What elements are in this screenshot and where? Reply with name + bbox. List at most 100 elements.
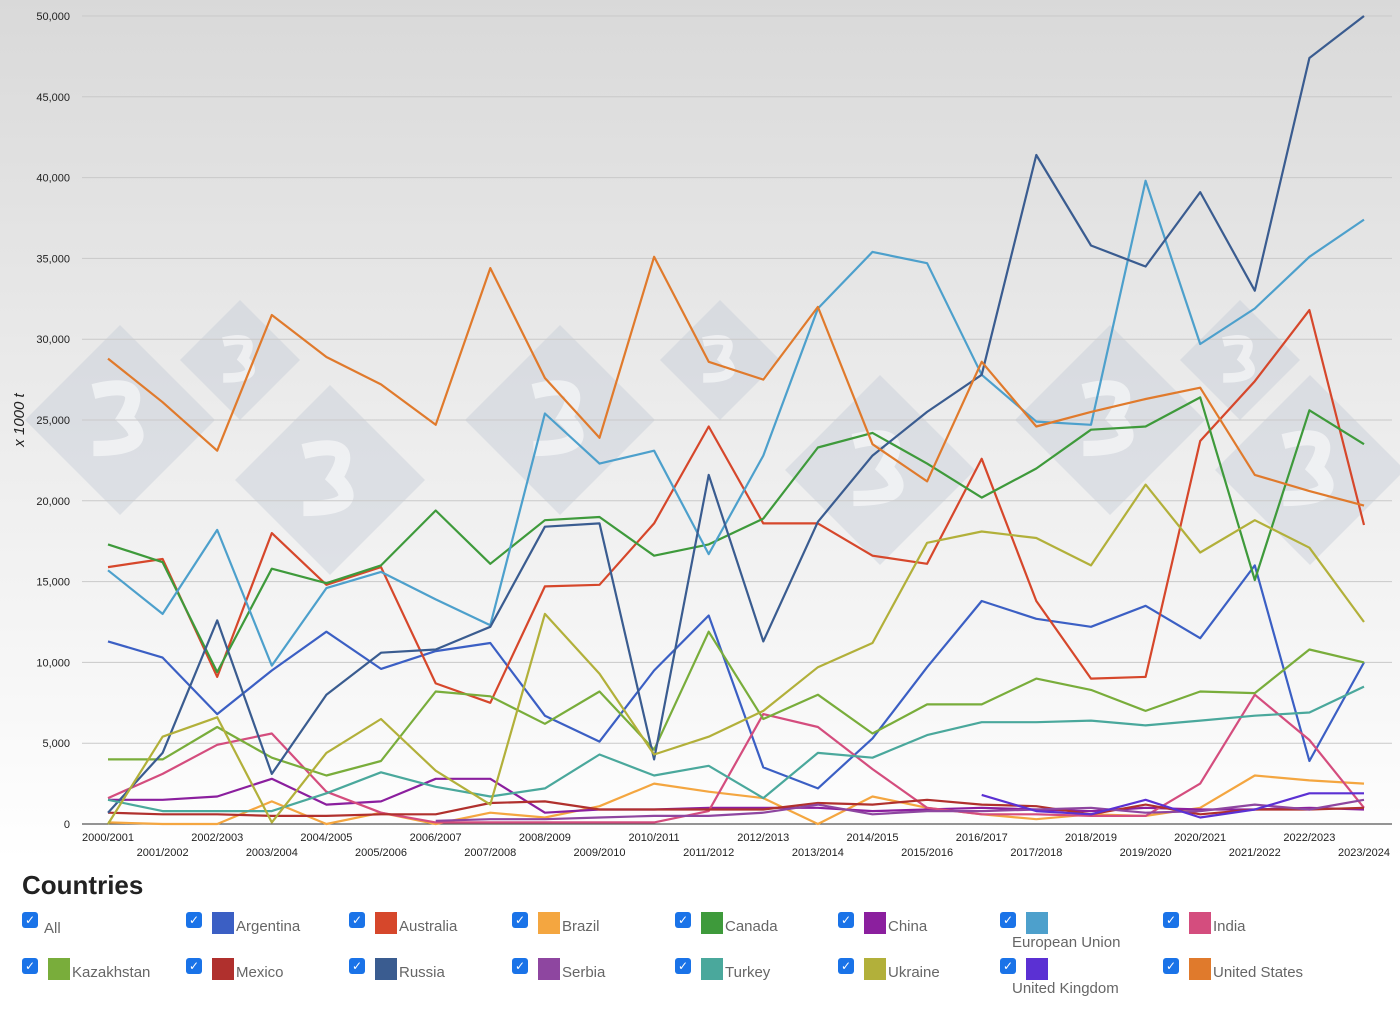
watermark-logo <box>25 300 1400 575</box>
y-tick-label: 25,000 <box>36 415 70 427</box>
checkbox-checked-icon[interactable]: ✓ <box>349 958 365 974</box>
y-tick-label: 50,000 <box>36 11 70 23</box>
watermark-glyph <box>222 334 255 383</box>
legend-swatch <box>538 958 560 980</box>
legend-item-united-kingdom[interactable]: ✓ United Kingdom <box>1000 958 1119 997</box>
legend-item-all[interactable]: ✓ All <box>22 912 61 940</box>
y-tick-label: 15,000 <box>36 577 70 589</box>
x-tick-label: 2019/2020 <box>1120 847 1172 859</box>
checkbox-checked-icon[interactable]: ✓ <box>675 958 691 974</box>
checkbox-checked-icon[interactable]: ✓ <box>1163 958 1179 974</box>
x-tick-label: 2007/2008 <box>464 847 516 859</box>
legend-item-turkey[interactable]: ✓ Turkey <box>675 958 770 984</box>
series-line-united-states <box>107 255 1365 507</box>
checkbox-checked-icon[interactable]: ✓ <box>1000 958 1016 974</box>
y-tick-label: 5,000 <box>42 738 70 750</box>
x-tick-label: 2001/2002 <box>137 847 189 859</box>
x-tick-label: 2020/2021 <box>1174 832 1226 844</box>
checkbox-checked-icon[interactable]: ✓ <box>22 912 38 928</box>
series-line-european-union <box>107 179 1365 667</box>
legend-item-kazakhstan[interactable]: ✓ Kazakhstan <box>22 958 150 984</box>
checkbox-checked-icon[interactable]: ✓ <box>838 912 854 928</box>
legend-label: Mexico <box>236 964 284 981</box>
legend-item-ukraine[interactable]: ✓ Ukraine <box>838 958 940 984</box>
legend-item-russia[interactable]: ✓ Russia <box>349 958 445 984</box>
legend-label: China <box>888 918 928 935</box>
series-line-kazakhstan <box>108 630 1365 777</box>
legend-label: Russia <box>399 964 445 981</box>
series-line-canada <box>107 396 1365 674</box>
legend-swatch <box>1026 912 1048 934</box>
series-line-turkey <box>107 685 1365 813</box>
series-line-india <box>107 693 1365 824</box>
watermark-glyph <box>301 440 354 517</box>
legend-item-argentina[interactable]: ✓ Argentina <box>186 912 300 938</box>
legend-swatch <box>701 958 723 980</box>
series-line-ukraine <box>107 483 1365 825</box>
legend-item-european-union[interactable]: ✓ European Union <box>1000 912 1120 951</box>
checkbox-checked-icon[interactable]: ✓ <box>186 958 202 974</box>
checkbox-checked-icon[interactable]: ✓ <box>186 912 202 928</box>
series-line-russia <box>107 15 1365 814</box>
x-tick-label: 2010/2011 <box>628 832 679 844</box>
legend: Countries ✓ All ✓ Argentina ✓ Australia ✓ Brazi… <box>0 862 1400 1030</box>
grid-lines <box>82 15 1392 825</box>
legend-item-india[interactable]: ✓ India <box>1163 912 1246 938</box>
y-tick-label: 0 <box>64 819 70 831</box>
x-tick-label: 2013/2014 <box>792 847 844 859</box>
x-tick-label: 2006/2007 <box>410 832 462 844</box>
checkbox-checked-icon[interactable]: ✓ <box>512 958 528 974</box>
legend-item-australia[interactable]: ✓ Australia <box>349 912 457 938</box>
series-line-united-kingdom <box>981 792 1364 819</box>
checkbox-checked-icon[interactable]: ✓ <box>1163 912 1179 928</box>
legend-label: Serbia <box>562 964 606 981</box>
legend-item-united-states[interactable]: ✓ United States <box>1163 958 1303 984</box>
legend-swatch <box>538 912 560 934</box>
x-tick-label: 2009/2010 <box>573 847 625 859</box>
watermark-glyph <box>702 334 735 383</box>
series-line-argentina <box>107 564 1365 790</box>
checkbox-checked-icon[interactable]: ✓ <box>349 912 365 928</box>
legend-title: Countries <box>22 870 144 900</box>
legend-label: Ukraine <box>888 964 940 981</box>
x-tick-label: 2004/2005 <box>300 832 352 844</box>
x-axis-ticks: 2000/20012001/20022002/20032003/20042004… <box>82 832 1390 859</box>
watermark-glyph <box>531 380 584 457</box>
x-tick-label: 2017/2018 <box>1010 847 1062 859</box>
x-tick-label: 2002/2003 <box>191 832 243 844</box>
legend-swatch <box>375 958 397 980</box>
checkbox-checked-icon[interactable]: ✓ <box>675 912 691 928</box>
checkbox-checked-icon[interactable]: ✓ <box>22 958 38 974</box>
legend-swatch <box>212 958 234 980</box>
y-axis-label: x 1000 t <box>11 392 28 447</box>
legend-swatch <box>212 912 234 934</box>
legend-swatch <box>1189 912 1211 934</box>
legend-item-serbia[interactable]: ✓ Serbia <box>512 958 605 984</box>
legend-label: Kazakhstan <box>72 964 151 981</box>
y-tick-label: 20,000 <box>36 496 70 508</box>
legend-label: All <box>44 920 61 937</box>
x-tick-label: 2018/2019 <box>1065 832 1117 844</box>
legend-swatch <box>701 912 723 934</box>
x-tick-label: 2005/2006 <box>355 847 407 859</box>
x-tick-label: 2012/2013 <box>737 832 789 844</box>
legend-label: United Kingdom <box>1012 980 1119 997</box>
legend-item-brazil[interactable]: ✓ Brazil <box>512 912 600 938</box>
chart-area: 0 5,000 10,000 15,000 20,000 25,000 30,000 35,0… <box>0 0 1400 860</box>
checkbox-checked-icon[interactable]: ✓ <box>1000 912 1016 928</box>
legend-label: United States <box>1213 964 1304 981</box>
legend-item-mexico[interactable]: ✓ Mexico <box>186 958 284 984</box>
y-tick-label: 40,000 <box>36 173 70 185</box>
x-tick-label: 2008/2009 <box>519 832 571 844</box>
watermark-glyph <box>1222 334 1255 383</box>
x-tick-label: 2015/2016 <box>901 847 953 859</box>
checkbox-checked-icon[interactable]: ✓ <box>512 912 528 928</box>
y-tick-label: 10,000 <box>36 657 70 669</box>
x-tick-label: 2000/2001 <box>82 832 134 844</box>
line-chart: 0 5,000 10,000 15,000 20,000 25,000 30,000 35,0… <box>11 11 1400 859</box>
legend-item-canada[interactable]: ✓ Canada <box>675 912 778 938</box>
x-tick-label: 2011/2012 <box>683 847 734 859</box>
watermark-glyph <box>1081 380 1134 457</box>
legend-item-china[interactable]: ✓ China <box>838 912 927 938</box>
checkbox-checked-icon[interactable]: ✓ <box>838 958 854 974</box>
